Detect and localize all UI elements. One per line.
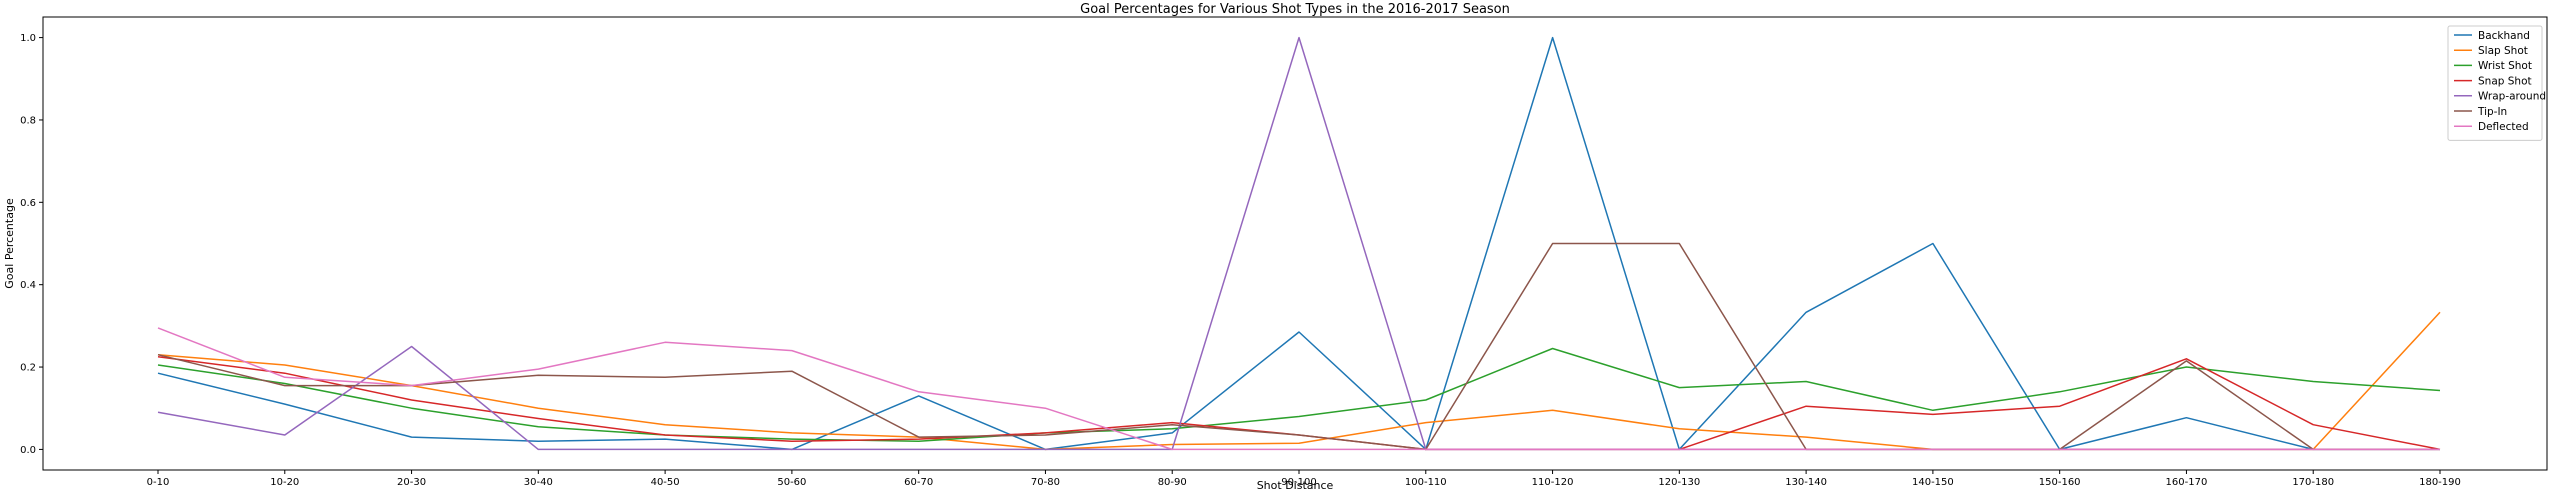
x-tick-label: 130-140	[1785, 477, 1827, 488]
series-lines	[157, 36, 2441, 451]
x-tick-label: 100-110	[1405, 477, 1447, 488]
chart-title: Goal Percentages for Various Shot Types …	[1080, 2, 1510, 17]
x-tick-label: 90-100	[1281, 477, 1316, 488]
legend-box	[2447, 25, 2543, 141]
legend-label: Slap Shot	[2478, 45, 2528, 57]
y-tick-label: 1.0	[20, 33, 36, 44]
x-tick-label: 80-90	[1158, 477, 1187, 488]
legend-label: Snap Shot	[2478, 75, 2532, 87]
x-tick-label: 180-190	[2419, 477, 2461, 488]
legend-label: Wrap-around	[2478, 91, 2546, 103]
x-tick-label: 40-50	[651, 477, 680, 488]
y-tick-label: 0.2	[20, 363, 36, 374]
x-tick-label: 70-80	[1031, 477, 1060, 488]
x-tick-label: 170-180	[2292, 477, 2334, 488]
x-tick-label: 110-120	[1532, 477, 1574, 488]
x-axis-label: Shot Distance	[1257, 479, 1334, 492]
series-line-wrist-shot	[157, 347, 2441, 442]
legend-label: Tip-In	[2477, 106, 2507, 118]
x-tick-label: 20-30	[397, 477, 426, 488]
y-tick-label: 0.6	[20, 198, 36, 209]
x-tick-label: 0-10	[147, 477, 170, 488]
legend-label: Deflected	[2478, 121, 2529, 133]
y-tick-label: 0.8	[20, 115, 36, 126]
y-tick-label: 0.0	[20, 445, 36, 456]
series-line-deflected	[157, 327, 2440, 451]
series-line-backhand	[157, 36, 2314, 451]
y-tick-label: 0.4	[20, 280, 36, 291]
x-tick-label: 120-130	[1658, 477, 1700, 488]
x-tick-label: 30-40	[524, 477, 553, 488]
legend-label: Wrist Shot	[2478, 60, 2532, 72]
legend: Backhand Slap Shot Wrist Shot Snap Shot Wrap…	[2447, 25, 2546, 141]
plot-frame	[42, 16, 2548, 471]
x-tick-label: 50-60	[777, 477, 806, 488]
axis-ticks: 0-10 10-20 20-30 30-40 40-50 50-60 60-70 70-80 8…	[20, 33, 2461, 488]
x-tick-label: 10-20	[270, 477, 299, 488]
legend-label: Backhand	[2478, 30, 2530, 42]
x-tick-label: 160-170	[2166, 477, 2208, 488]
x-tick-label: 150-160	[2039, 477, 2081, 488]
x-tick-label: 140-150	[1912, 477, 1954, 488]
x-tick-label: 60-70	[904, 477, 933, 488]
y-axis-label: Goal Percentage	[3, 198, 16, 289]
